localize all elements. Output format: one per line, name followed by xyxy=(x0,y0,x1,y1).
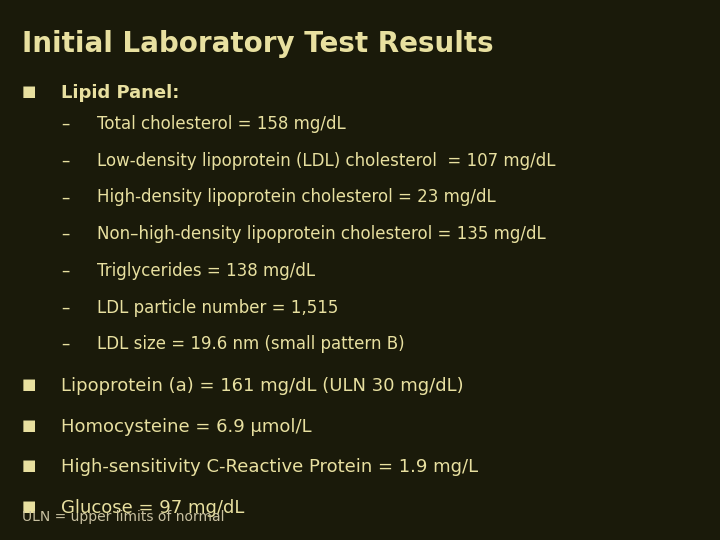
Text: Triglycerides = 138 mg/dL: Triglycerides = 138 mg/dL xyxy=(97,262,315,280)
Text: Homocysteine = 6.9 μmol/L: Homocysteine = 6.9 μmol/L xyxy=(61,418,312,436)
Text: ULN = upper limits of normal: ULN = upper limits of normal xyxy=(22,510,224,524)
Text: –: – xyxy=(61,188,70,206)
Text: ■: ■ xyxy=(22,458,36,474)
Text: LDL particle number = 1,515: LDL particle number = 1,515 xyxy=(97,299,338,316)
Text: –: – xyxy=(61,335,70,353)
Text: High-sensitivity C-Reactive Protein = 1.9 mg/L: High-sensitivity C-Reactive Protein = 1.… xyxy=(61,458,478,476)
Text: ■: ■ xyxy=(22,499,36,514)
Text: Non–high-density lipoprotein cholesterol = 135 mg/dL: Non–high-density lipoprotein cholesterol… xyxy=(97,225,546,243)
Text: High-density lipoprotein cholesterol = 23 mg/dL: High-density lipoprotein cholesterol = 2… xyxy=(97,188,496,206)
Text: Glucose = 97 mg/dL: Glucose = 97 mg/dL xyxy=(61,499,245,517)
Text: ■: ■ xyxy=(22,84,36,99)
Text: –: – xyxy=(61,299,70,316)
Text: ■: ■ xyxy=(22,377,36,393)
Text: Lipid Panel:: Lipid Panel: xyxy=(61,84,179,102)
Text: Lipoprotein (a) = 161 mg/dL (ULN 30 mg/dL): Lipoprotein (a) = 161 mg/dL (ULN 30 mg/d… xyxy=(61,377,464,395)
Text: –: – xyxy=(61,152,70,170)
Text: Low-density lipoprotein (LDL) cholesterol  = 107 mg/dL: Low-density lipoprotein (LDL) cholestero… xyxy=(97,152,556,170)
Text: –: – xyxy=(61,262,70,280)
Text: –: – xyxy=(61,225,70,243)
Text: –: – xyxy=(61,115,70,133)
Text: ■: ■ xyxy=(22,418,36,433)
Text: LDL size = 19.6 nm (small pattern B): LDL size = 19.6 nm (small pattern B) xyxy=(97,335,405,353)
Text: Total cholesterol = 158 mg/dL: Total cholesterol = 158 mg/dL xyxy=(97,115,346,133)
Text: Initial Laboratory Test Results: Initial Laboratory Test Results xyxy=(22,30,493,58)
